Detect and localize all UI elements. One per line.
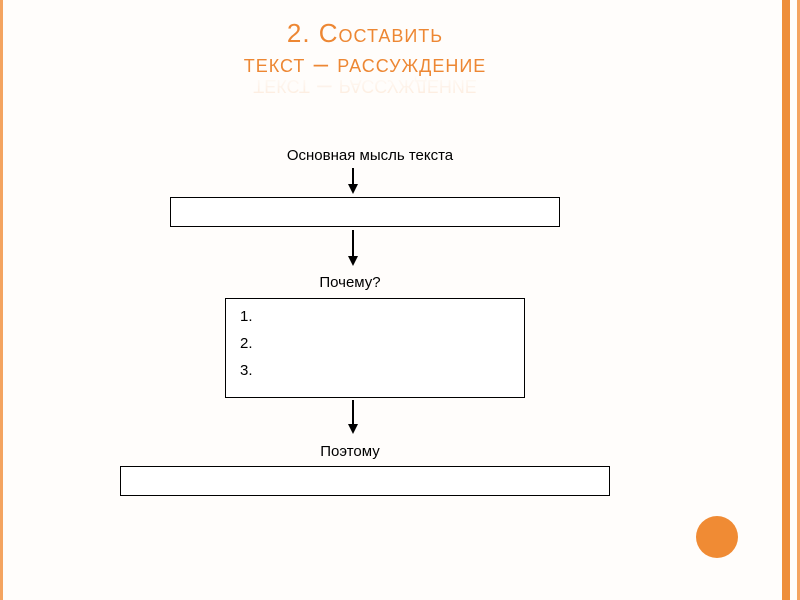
box-reasons — [225, 298, 525, 398]
slide-title: 2. Составить текст – рассуждение текст –… — [160, 18, 570, 78]
box-main-idea — [170, 197, 560, 227]
arrow-2 — [348, 230, 358, 266]
label-main-idea: Основная мысль текста — [250, 147, 490, 164]
frame-right-accent — [782, 0, 790, 600]
title-line-1: 2. Составить — [160, 18, 570, 48]
arrow-1 — [348, 168, 358, 194]
list-item: 1. — [240, 308, 253, 325]
arrow-3 — [348, 400, 358, 434]
box-conclusion — [120, 466, 610, 496]
label-why: Почему? — [300, 274, 400, 291]
label-therefore: Поэтому — [300, 443, 400, 460]
reasons-list: 1. 2. 3. — [240, 308, 253, 389]
list-item: 3. — [240, 362, 253, 379]
list-item: 2. — [240, 335, 253, 352]
title-reflection: текст – рассуждение — [160, 74, 570, 104]
deco-circle — [696, 516, 738, 558]
